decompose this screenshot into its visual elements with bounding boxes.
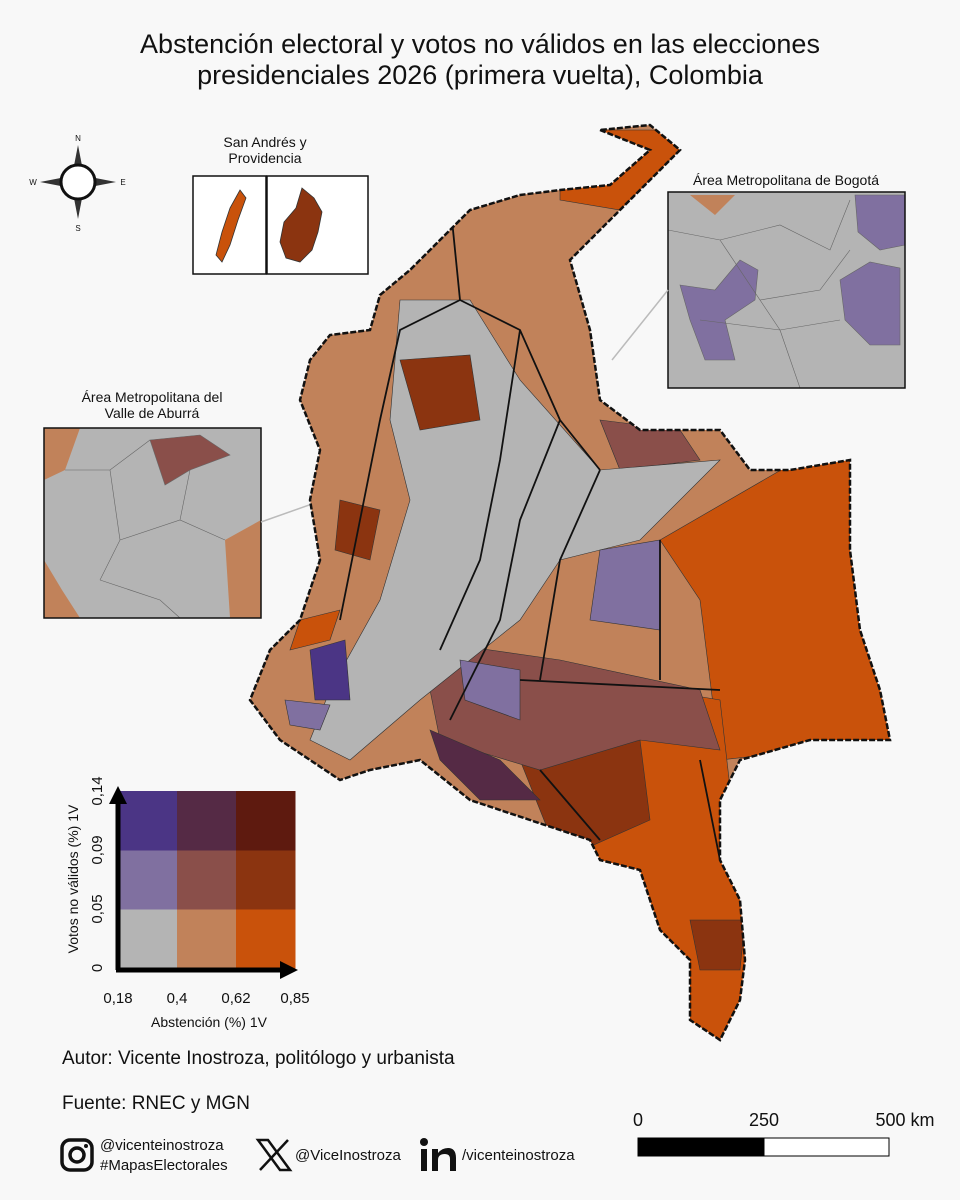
legend: 0,18 0,4 0,62 0,85 0 0,05 0,09 0,14 <box>89 776 310 1007</box>
region <box>309 299 721 761</box>
inset-label: Providencia <box>228 150 301 166</box>
legend-cell <box>118 791 178 851</box>
region <box>284 699 331 731</box>
legend-cell <box>236 791 296 851</box>
legend-y-tick: 0,05 <box>89 894 106 923</box>
island <box>279 187 323 263</box>
instagram-icon <box>60 1138 94 1172</box>
title-line: Abstención electoral y votos no válidos … <box>140 29 820 59</box>
region <box>589 539 661 631</box>
compass-s: S <box>75 224 80 233</box>
social-handle: @ViceInostroza <box>295 1147 401 1164</box>
scale-label: 500 km <box>875 1110 934 1130</box>
compass-n: N <box>75 134 81 143</box>
legend-cell <box>236 909 296 969</box>
legend-cell <box>118 909 178 969</box>
scale-bar <box>637 1137 765 1157</box>
department-borders <box>339 199 721 861</box>
legend-x-tick: 0,62 <box>221 990 250 1007</box>
legend-cell <box>177 909 237 969</box>
x-icon <box>255 1138 293 1172</box>
legend-y-tick: 0,09 <box>89 835 106 864</box>
legend-cell <box>118 850 178 910</box>
title-line: presidenciales 2026 (primera vuelta), Co… <box>197 60 764 90</box>
region <box>459 659 521 721</box>
legend-cell <box>177 850 237 910</box>
legend-arrow <box>109 786 127 804</box>
region <box>309 639 351 701</box>
legend-x-label: Abstención (%) 1V <box>151 1014 268 1030</box>
region <box>289 609 341 651</box>
scale-bar <box>763 1137 890 1157</box>
linkedin-icon <box>420 1138 456 1171</box>
bogota-inset <box>611 191 906 389</box>
social-handle: #MapasElectorales <box>100 1157 228 1174</box>
legend-y-tick: 0,14 <box>89 776 106 805</box>
legend-x-tick: 0,4 <box>167 990 188 1007</box>
compass: N S E W <box>29 134 125 233</box>
inset-label: Valle de Aburrá <box>105 405 200 421</box>
legend-y-label: Votos no válidos (%) 1V <box>65 804 81 953</box>
region <box>429 729 541 801</box>
scale-label: 0 <box>633 1110 643 1130</box>
legend-cell <box>236 850 296 910</box>
inset-label: Área Metropolitana de Bogotá <box>693 172 879 188</box>
region <box>399 354 481 431</box>
legend-x-tick: 0,85 <box>280 990 309 1007</box>
social-handle: /vicenteinostroza <box>462 1147 575 1164</box>
legend-arrow <box>280 961 298 979</box>
region <box>689 919 746 971</box>
aburra-inset <box>43 427 381 619</box>
compass-e: E <box>120 178 125 187</box>
inset-label: Área Metropolitana del <box>82 389 223 405</box>
source: Fuente: RNEC y MGN <box>62 1093 250 1114</box>
author: Autor: Vicente Inostroza, politólogo y u… <box>62 1048 455 1069</box>
island <box>215 189 247 263</box>
legend-y-tick: 0 <box>89 964 106 972</box>
compass-w: W <box>29 178 37 187</box>
legend-cell <box>177 791 237 851</box>
legend-x-tick: 0,18 <box>103 990 132 1007</box>
scale-label: 250 <box>749 1110 779 1130</box>
inset-label: San Andrés y <box>223 134 306 150</box>
social-handle: @vicenteinostroza <box>100 1137 224 1154</box>
